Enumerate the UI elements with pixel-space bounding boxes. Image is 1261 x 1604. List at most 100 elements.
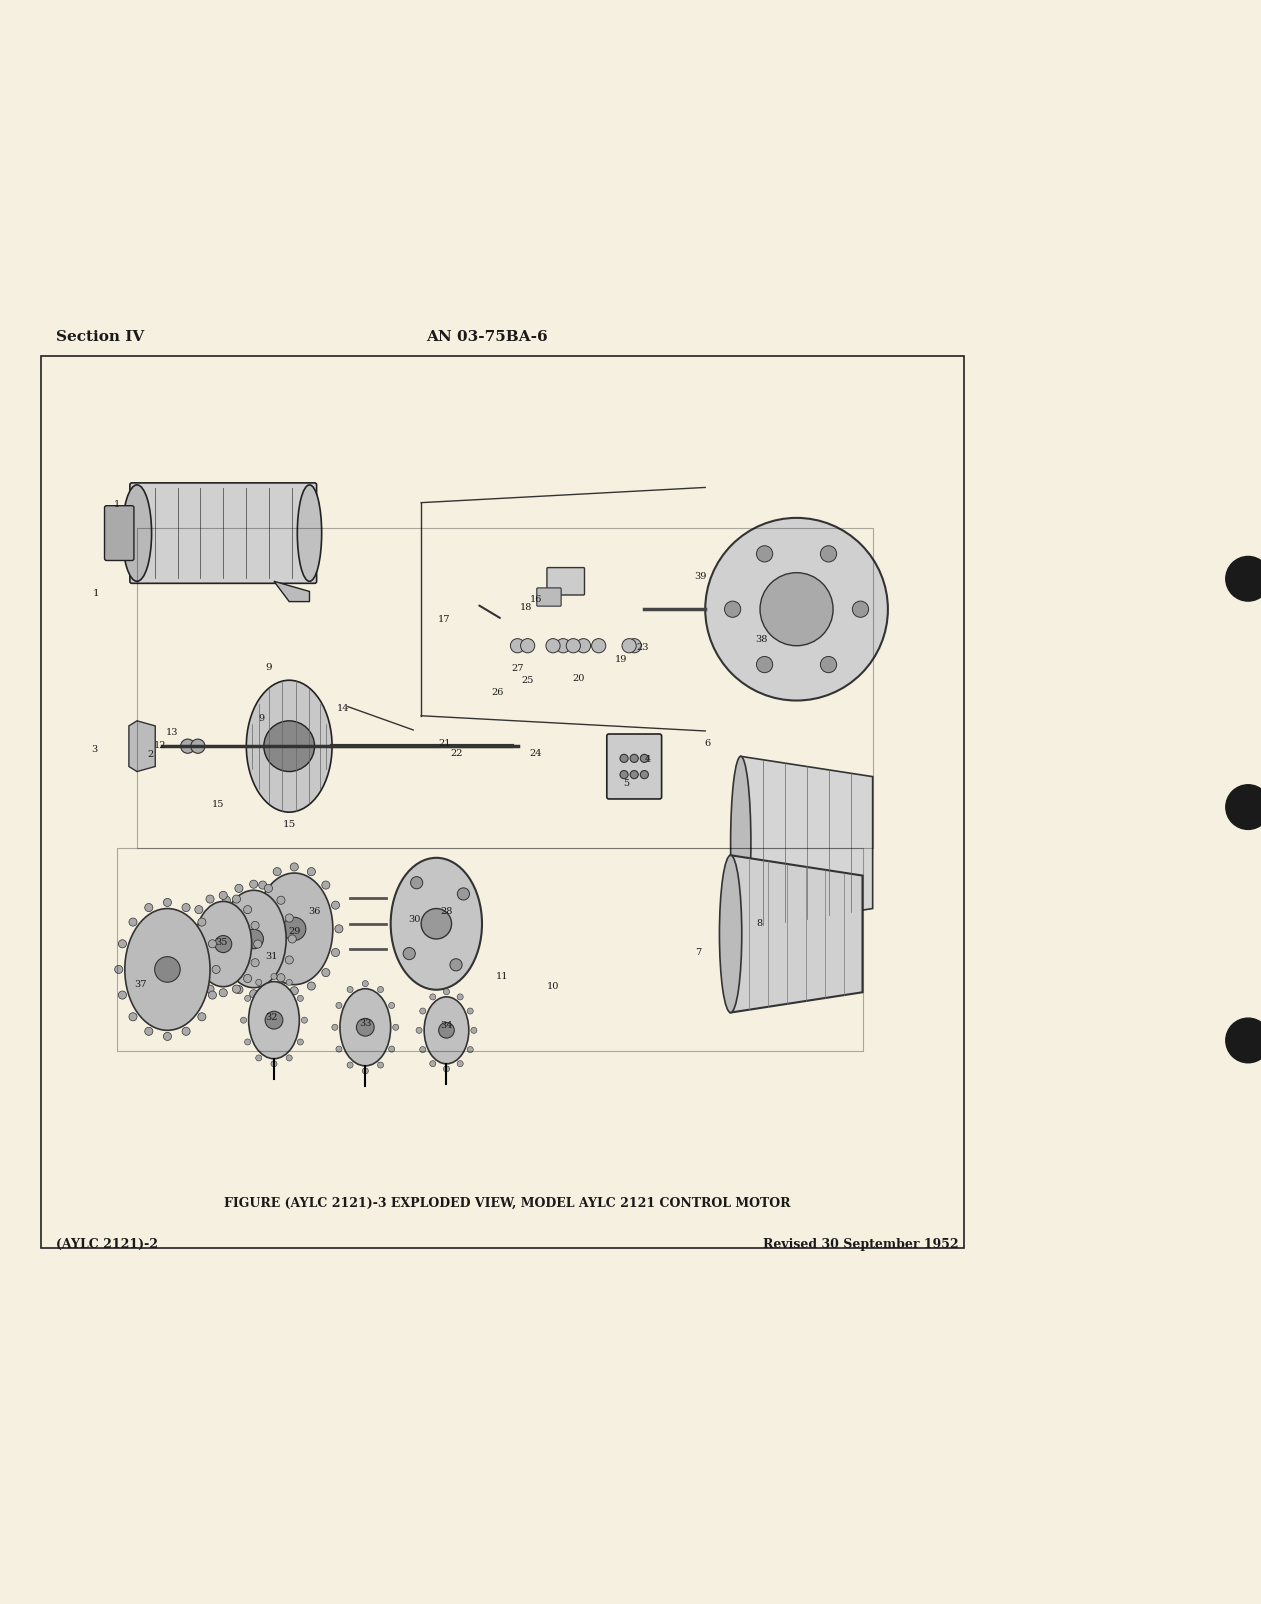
Circle shape [411, 877, 422, 889]
Text: AN 03-75BA-6: AN 03-75BA-6 [426, 330, 547, 345]
Text: 31: 31 [266, 951, 279, 961]
Text: 32: 32 [266, 1012, 279, 1022]
Circle shape [308, 868, 315, 876]
Circle shape [235, 985, 243, 993]
Text: 18: 18 [520, 603, 532, 611]
Circle shape [627, 638, 642, 653]
Circle shape [243, 929, 264, 948]
Text: 17: 17 [439, 614, 450, 624]
Text: (AYLC 2121)-2: (AYLC 2121)-2 [55, 1238, 158, 1251]
Circle shape [439, 1022, 454, 1038]
Text: 11: 11 [496, 972, 508, 982]
Circle shape [630, 754, 638, 762]
Circle shape [362, 980, 368, 986]
Polygon shape [740, 757, 873, 929]
Text: 13: 13 [166, 728, 179, 738]
Circle shape [198, 917, 206, 926]
Circle shape [450, 959, 462, 970]
Circle shape [421, 908, 451, 938]
Circle shape [444, 1065, 449, 1071]
Circle shape [757, 545, 773, 561]
Circle shape [620, 770, 628, 778]
Text: 37: 37 [134, 980, 146, 990]
Ellipse shape [125, 908, 211, 1030]
Circle shape [511, 638, 525, 653]
Circle shape [274, 982, 281, 990]
Circle shape [290, 863, 299, 871]
Bar [40, 356, 963, 1248]
Circle shape [248, 948, 257, 956]
Circle shape [194, 975, 203, 983]
Circle shape [388, 1046, 395, 1052]
Circle shape [347, 1062, 353, 1068]
Circle shape [289, 935, 296, 943]
Ellipse shape [424, 996, 469, 1063]
Text: Section IV: Section IV [55, 330, 144, 345]
Text: 1: 1 [93, 590, 100, 598]
Circle shape [470, 1027, 477, 1033]
Circle shape [357, 1019, 375, 1036]
Circle shape [250, 881, 257, 889]
Circle shape [622, 638, 637, 653]
Text: 33: 33 [359, 1019, 372, 1028]
Text: 19: 19 [615, 656, 627, 664]
Circle shape [277, 974, 285, 982]
Ellipse shape [720, 855, 741, 1012]
Text: 35: 35 [216, 937, 227, 946]
Circle shape [222, 897, 231, 905]
Circle shape [332, 901, 339, 909]
Circle shape [250, 990, 257, 998]
Text: 15: 15 [212, 799, 224, 808]
Circle shape [248, 901, 257, 909]
Circle shape [630, 770, 638, 778]
Circle shape [206, 985, 214, 993]
Circle shape [212, 966, 221, 974]
Circle shape [206, 895, 214, 903]
Circle shape [298, 996, 304, 1001]
Text: 1: 1 [113, 500, 120, 508]
Circle shape [129, 1012, 137, 1020]
Text: 20: 20 [572, 674, 585, 683]
Circle shape [285, 956, 294, 964]
Circle shape [232, 985, 241, 993]
Ellipse shape [340, 988, 391, 1065]
Text: 3: 3 [91, 744, 97, 754]
Circle shape [332, 1025, 338, 1030]
Text: 28: 28 [440, 908, 453, 916]
Circle shape [392, 1025, 398, 1030]
Circle shape [271, 974, 277, 980]
Circle shape [188, 921, 195, 929]
Circle shape [180, 739, 195, 754]
Circle shape [182, 1027, 190, 1035]
Circle shape [852, 602, 869, 618]
Circle shape [362, 1068, 368, 1075]
Circle shape [467, 1046, 473, 1052]
Circle shape [243, 975, 252, 983]
Circle shape [253, 940, 262, 948]
Circle shape [145, 1027, 153, 1035]
Text: 34: 34 [440, 1020, 453, 1030]
Circle shape [164, 898, 171, 906]
Circle shape [129, 917, 137, 926]
Circle shape [208, 991, 217, 999]
Circle shape [322, 969, 330, 977]
Circle shape [298, 1039, 304, 1046]
Text: 25: 25 [522, 675, 533, 685]
Circle shape [1226, 557, 1261, 602]
Circle shape [214, 914, 222, 922]
Circle shape [335, 926, 343, 934]
Text: 27: 27 [511, 664, 523, 672]
Circle shape [243, 906, 252, 914]
Circle shape [245, 1039, 251, 1046]
Circle shape [301, 1017, 308, 1023]
Text: 29: 29 [288, 927, 300, 937]
Circle shape [576, 638, 590, 653]
Circle shape [145, 903, 153, 911]
Circle shape [265, 1011, 282, 1030]
Text: 23: 23 [636, 643, 648, 653]
Circle shape [256, 1055, 262, 1060]
FancyBboxPatch shape [607, 735, 662, 799]
Circle shape [271, 1060, 277, 1067]
Circle shape [620, 754, 628, 762]
Text: FIGURE (AYLC 2121)-3 EXPLODED VIEW, MODEL AYLC 2121 CONTROL MOTOR: FIGURE (AYLC 2121)-3 EXPLODED VIEW, MODE… [224, 1197, 791, 1209]
